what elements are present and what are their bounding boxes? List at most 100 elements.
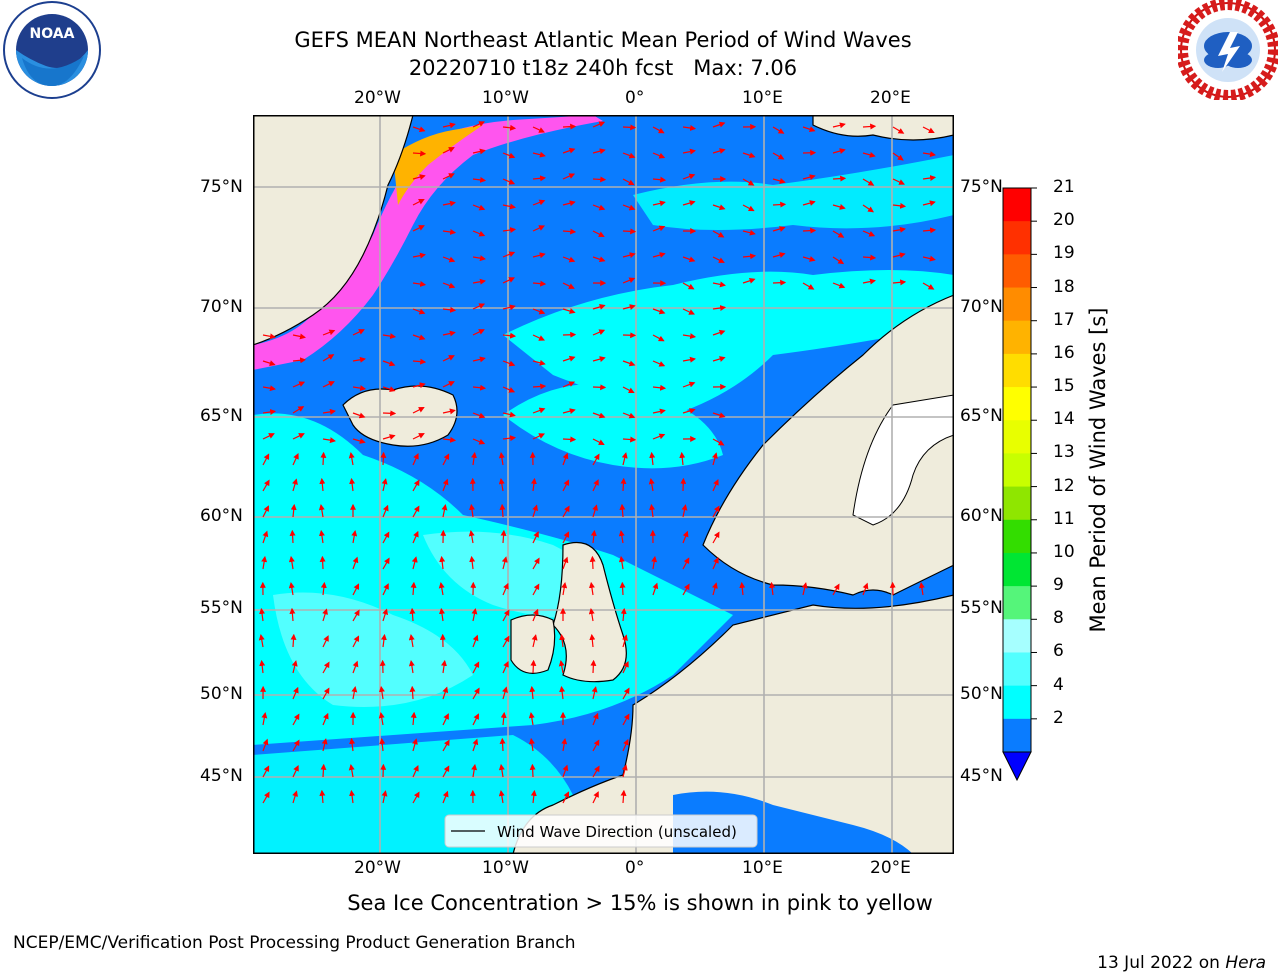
colorbar-tick-label: 9 xyxy=(1053,575,1064,595)
colorbar-tick-label: 14 xyxy=(1053,409,1075,429)
wave-direction-arrow xyxy=(863,126,875,127)
wave-direction-arrow xyxy=(383,453,384,465)
colorbar-segment xyxy=(1003,221,1031,255)
colorbar-tick-label: 13 xyxy=(1053,442,1075,462)
lat-label-left-75n: 75°N xyxy=(200,177,243,197)
lat-label-right-65n: 65°N xyxy=(960,406,1003,426)
colorbar-under-extension xyxy=(1003,752,1031,780)
colorbar-segment xyxy=(1003,453,1031,487)
lat-label-right-50n: 50°N xyxy=(960,684,1003,704)
colorbar-tick-label: 12 xyxy=(1053,476,1075,496)
footer-organization: NCEP/EMC/Verification Post Processing Pr… xyxy=(13,933,576,953)
wave-direction-arrow xyxy=(593,179,605,180)
chart-subtitle: 20220710 t18z 240h fcst Max: 7.06 xyxy=(0,55,1206,81)
wave-direction-arrow xyxy=(563,439,575,440)
lon-label-top-20e: 20°E xyxy=(870,88,911,108)
lat-label-left-65n: 65°N xyxy=(200,406,243,426)
noaa-logo: NOAA xyxy=(0,0,104,104)
lon-label-top-20w: 20°W xyxy=(354,88,401,108)
colorbar-segment xyxy=(1003,553,1031,587)
wave-direction-arrow xyxy=(293,635,294,647)
lat-label-right-45n: 45°N xyxy=(960,766,1003,786)
wave-direction-arrow xyxy=(383,413,395,414)
colorbar-segment xyxy=(1003,354,1031,388)
colorbar-tick-label: 17 xyxy=(1053,310,1075,330)
wave-direction-arrow xyxy=(773,204,785,205)
colorbar-tick-label: 4 xyxy=(1053,675,1064,695)
wave-direction-arrow xyxy=(532,765,533,777)
colorbar-tick-label: 20 xyxy=(1053,210,1075,230)
colorbar-segment xyxy=(1003,387,1031,421)
colorbar-segment xyxy=(1003,619,1031,653)
colorbar-tick-label: 21 xyxy=(1053,177,1075,197)
lat-label-left-50n: 50°N xyxy=(200,684,243,704)
wave-direction-arrow xyxy=(623,231,635,232)
lat-label-right-60n: 60°N xyxy=(960,506,1003,526)
colorbar-segment xyxy=(1003,520,1031,554)
colorbar-tick-label: 15 xyxy=(1053,376,1075,396)
wave-direction-arrow xyxy=(593,661,594,673)
colorbar-tick-label: 10 xyxy=(1053,542,1075,562)
ice-caption: Sea Ice Concentration > 15% is shown in … xyxy=(0,891,1280,915)
wave-direction-arrow xyxy=(593,387,605,388)
colorbar-tick-label: 2 xyxy=(1053,708,1064,728)
lat-label-left-60n: 60°N xyxy=(200,506,243,526)
footer-date: 13 Jul 2022 on Hera xyxy=(1086,933,1266,973)
lon-label-top-10w: 10°W xyxy=(482,88,529,108)
wave-direction-arrow xyxy=(623,479,624,491)
lon-label-bottom-10e: 10°E xyxy=(742,858,783,878)
lat-label-left-70n: 70°N xyxy=(200,297,243,317)
lon-label-bottom-20e: 20°E xyxy=(870,858,911,878)
wave-direction-arrow xyxy=(623,127,635,128)
colorbar-segment xyxy=(1003,686,1031,720)
lon-label-bottom-20w: 20°W xyxy=(354,858,401,878)
colorbar-segment xyxy=(1003,719,1031,753)
legend-label: Wind Wave Direction (unscaled) xyxy=(497,823,737,841)
wave-direction-arrow xyxy=(323,453,324,465)
chart-title: GEFS MEAN Northeast Atlantic Mean Period… xyxy=(0,27,1206,53)
colorbar-segment xyxy=(1003,254,1031,288)
lat-label-right-70n: 70°N xyxy=(960,297,1003,317)
colorbar-segment xyxy=(1003,188,1031,222)
wave-direction-arrow xyxy=(622,583,623,595)
wave-direction-arrow xyxy=(322,557,323,569)
wave-direction-arrow xyxy=(803,230,815,231)
wave-direction-arrow xyxy=(563,126,575,127)
colorbar-tick-label: 8 xyxy=(1053,608,1064,628)
lat-label-right-75n: 75°N xyxy=(960,177,1003,197)
colorbar-title: Mean Period of Wind Waves [s] xyxy=(1086,308,1110,633)
colorbar-tick-label: 6 xyxy=(1053,641,1064,661)
lat-label-left-55n: 55°N xyxy=(200,598,243,618)
nws-logo xyxy=(1178,0,1278,100)
lat-label-right-55n: 55°N xyxy=(960,598,1003,618)
colorbar-segment xyxy=(1003,586,1031,620)
lon-label-bottom-10w: 10°W xyxy=(482,858,529,878)
wave-direction-arrow xyxy=(623,439,635,440)
wave-direction-arrow xyxy=(773,283,785,284)
footer-host: Hera xyxy=(1225,953,1266,973)
wave-direction-arrow xyxy=(592,557,593,569)
footer-date-text: 13 Jul 2022 on xyxy=(1097,953,1225,973)
map-panel: Wind Wave Direction (unscaled) xyxy=(253,115,954,854)
colorbar-tick-label: 18 xyxy=(1053,277,1075,297)
wave-direction-arrow xyxy=(833,178,845,179)
wave-direction-arrow xyxy=(502,739,503,751)
colorbar-tick-label: 16 xyxy=(1053,343,1075,363)
lon-label-top-0: 0° xyxy=(625,88,644,108)
colorbar-tick-label: 11 xyxy=(1053,509,1075,529)
wave-direction-arrow xyxy=(413,153,425,154)
colorbar-segment xyxy=(1003,288,1031,322)
colorbar-segment xyxy=(1003,487,1031,521)
map-legend: Wind Wave Direction (unscaled) xyxy=(445,815,757,847)
colorbar-segment xyxy=(1003,652,1031,686)
colorbar xyxy=(998,184,1048,784)
wave-direction-arrow xyxy=(533,661,534,673)
colorbar-segment xyxy=(1003,420,1031,454)
lon-label-bottom-0: 0° xyxy=(625,858,644,878)
wave-direction-arrow xyxy=(412,687,413,699)
lon-label-top-10e: 10°E xyxy=(742,88,783,108)
noaa-logo-text: NOAA xyxy=(30,26,75,42)
colorbar-tick-label: 19 xyxy=(1053,243,1075,263)
lat-label-left-45n: 45°N xyxy=(200,766,243,786)
colorbar-segment xyxy=(1003,321,1031,355)
